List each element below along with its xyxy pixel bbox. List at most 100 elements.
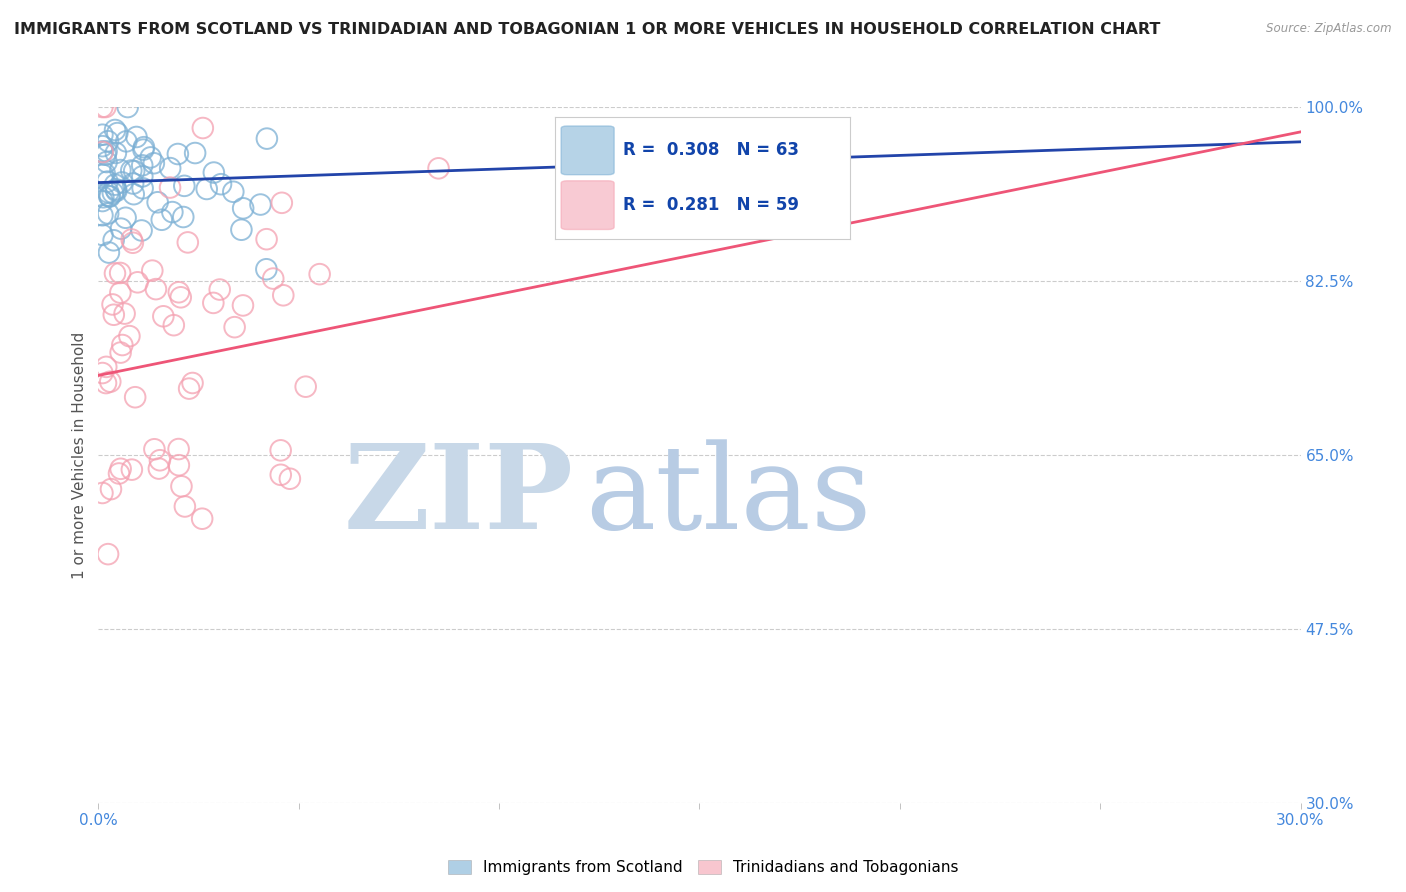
Point	[96, 359, 118, 374]
Point	[96, 175, 118, 189]
Point	[148, 461, 170, 475]
Point	[110, 221, 132, 235]
Point	[97, 547, 120, 561]
Point	[93, 166, 115, 180]
Point	[141, 263, 163, 277]
Point	[173, 500, 195, 514]
Point	[91, 208, 114, 222]
Point	[120, 163, 142, 178]
Point	[232, 298, 254, 312]
Point	[91, 486, 114, 500]
Point	[122, 164, 145, 178]
Point	[104, 123, 127, 137]
Point	[159, 161, 181, 175]
Point	[111, 338, 134, 352]
Point	[121, 462, 143, 476]
Point	[224, 320, 246, 334]
Point	[270, 467, 292, 482]
Point	[131, 223, 153, 237]
Point	[131, 169, 153, 184]
Point	[98, 189, 121, 203]
Point	[110, 163, 132, 178]
Point	[91, 139, 114, 153]
Point	[142, 156, 165, 170]
Point	[122, 187, 145, 202]
Point	[98, 375, 121, 389]
Point	[91, 366, 114, 380]
Point	[91, 100, 114, 114]
Point	[146, 195, 169, 210]
Point	[262, 271, 284, 285]
Point	[110, 345, 132, 359]
Point	[114, 211, 136, 225]
Point	[145, 282, 167, 296]
Point	[202, 296, 225, 310]
Point	[167, 147, 190, 161]
Point	[96, 145, 118, 159]
Point	[167, 458, 190, 473]
Point	[97, 245, 120, 260]
Point	[150, 212, 173, 227]
Point	[94, 100, 117, 114]
Point	[103, 233, 125, 247]
Point	[167, 442, 190, 456]
Point	[270, 195, 292, 210]
Point	[91, 145, 114, 159]
Point	[121, 233, 143, 247]
Point	[97, 134, 120, 148]
Point	[195, 182, 218, 196]
Point	[270, 443, 292, 458]
Point	[308, 267, 330, 281]
Point	[91, 227, 114, 242]
Point	[177, 235, 200, 250]
Point	[97, 206, 120, 220]
Point	[110, 285, 132, 300]
Point	[143, 442, 166, 457]
Point	[121, 235, 143, 250]
Point	[132, 140, 155, 154]
Point	[108, 266, 131, 280]
Point	[101, 186, 124, 200]
Point	[91, 194, 114, 208]
Point	[278, 472, 301, 486]
Legend: Immigrants from Scotland, Trinidadians and Tobagonians: Immigrants from Scotland, Trinidadians a…	[443, 855, 963, 880]
Point	[179, 382, 201, 396]
Point	[115, 134, 138, 148]
Point	[232, 202, 254, 216]
Point	[105, 184, 128, 198]
Text: Source: ZipAtlas.com: Source: ZipAtlas.com	[1267, 22, 1392, 36]
Point	[97, 186, 120, 200]
Point	[104, 145, 127, 160]
Point	[94, 376, 117, 390]
Point	[125, 130, 148, 145]
Point	[96, 155, 118, 169]
Point	[124, 390, 146, 404]
Point	[231, 223, 253, 237]
Point	[110, 462, 132, 476]
Point	[111, 176, 134, 190]
Point	[132, 143, 155, 157]
Point	[104, 182, 127, 196]
Point	[172, 210, 194, 224]
Text: IMMIGRANTS FROM SCOTLAND VS TRINIDADIAN AND TOBAGONIAN 1 OR MORE VEHICLES IN HOU: IMMIGRANTS FROM SCOTLAND VS TRINIDADIAN …	[14, 22, 1160, 37]
Point	[191, 121, 214, 136]
Point	[163, 318, 186, 333]
Point	[249, 197, 271, 211]
Point	[131, 181, 153, 195]
Point	[152, 310, 174, 324]
Point	[131, 158, 153, 172]
Point	[114, 307, 136, 321]
Point	[149, 453, 172, 467]
Point	[181, 376, 204, 390]
Point	[100, 482, 122, 496]
Point	[184, 146, 207, 161]
Point	[105, 126, 128, 140]
Text: atlas: atlas	[585, 439, 872, 554]
Y-axis label: 1 or more Vehicles in Household: 1 or more Vehicles in Household	[72, 331, 87, 579]
Point	[94, 147, 117, 161]
Point	[104, 178, 127, 192]
Point	[93, 190, 115, 204]
Point	[103, 308, 125, 322]
Point	[202, 165, 225, 179]
Point	[91, 128, 114, 142]
